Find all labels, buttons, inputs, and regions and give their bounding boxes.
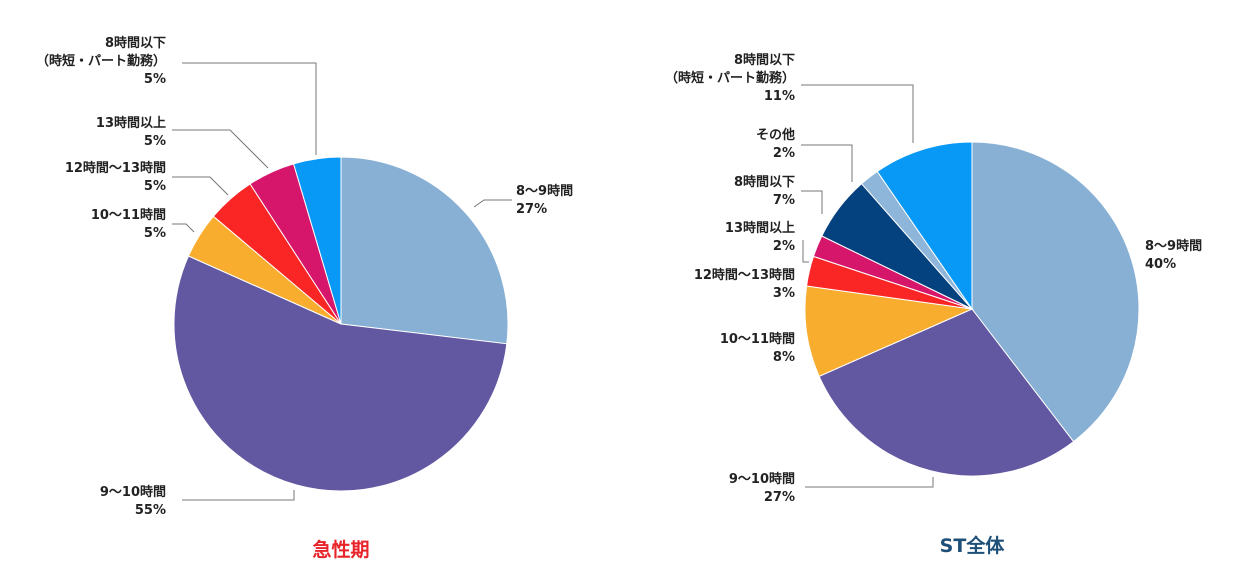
slice-percent: 27% (764, 490, 795, 505)
slice-name: 13時間以上 (725, 220, 795, 236)
slice-label: 9～10時間 55% (100, 484, 166, 518)
slice-label: その他 2% (756, 127, 795, 161)
slice-percent: 7% (773, 193, 795, 208)
slice-label: 10～11時間 5% (91, 207, 166, 241)
slice-name: （時短・パート勤務） (665, 70, 795, 86)
slice-name: その他 (756, 127, 795, 143)
slice-percent: 8% (773, 350, 795, 365)
leader-line (172, 129, 269, 169)
slice-label: 10～11時間 8% (720, 331, 795, 365)
leader-line (172, 223, 195, 233)
leader-line (172, 176, 229, 196)
pie-chart-1: 8～9時間 27%9～10時間 55%10～11時間 5%12時間～13時間 5%13時… (36, 35, 573, 561)
slice-label: 12時間～13時間 3% (694, 267, 795, 301)
pie-slice (971, 141, 1140, 443)
slice-percent: 11% (764, 89, 795, 104)
leader-line (182, 490, 295, 501)
slice-percent: 5% (144, 226, 166, 241)
slice-percent: 2% (773, 146, 795, 161)
leader-line (801, 190, 823, 214)
leader-line (182, 62, 317, 155)
leader-line (801, 84, 914, 143)
leader-line (801, 144, 853, 182)
slice-name: 12時間～13時間 (65, 160, 166, 176)
slice-name: 8～9時間 (516, 183, 573, 199)
slice-percent: 5% (144, 72, 166, 87)
slice-name: （時短・パート勤務） (36, 53, 166, 69)
slice-label: 8時間以下 7% (734, 174, 795, 208)
slice-name: 8時間以下 (105, 35, 166, 51)
slice-label: 9～10時間 27% (729, 471, 795, 505)
slice-percent: 5% (144, 134, 166, 149)
slice-name: 12時間～13時間 (694, 267, 795, 283)
slice-name: 9～10時間 (729, 471, 795, 487)
leader-line (802, 240, 809, 263)
slice-name: 9～10時間 (100, 484, 166, 500)
slice-label: 13時間以上 2% (725, 220, 795, 254)
pie-slice (876, 141, 973, 311)
slice-label: 8時間以下 （時短・パート勤務） 5% (36, 35, 166, 87)
pie-slice (340, 156, 509, 345)
pie-slice (292, 156, 342, 325)
chart-title: ST全体 (940, 534, 1006, 557)
pie-slice (818, 308, 1075, 477)
slice-percent: 2% (773, 239, 795, 254)
chart-title: 急性期 (312, 538, 369, 561)
slice-label: 13時間以上 5% (96, 115, 166, 149)
pie-chart-2: 8～9時間 40% 9～10時間 27% 10～11時間 8% 12時間～13時間 3% 13時… (665, 52, 1202, 557)
pie-slice (804, 285, 974, 377)
slice-name: 8～9時間 (1145, 238, 1202, 254)
leader-line (473, 199, 512, 208)
slice-percent: 27% (516, 202, 547, 217)
slice-label: 12時間～13時間 5% (65, 160, 166, 194)
slice-name: 13時間以上 (96, 115, 166, 131)
leader-line (805, 477, 934, 488)
slice-percent: 55% (135, 503, 166, 518)
slice-name: 10～11時間 (91, 207, 166, 223)
slice-percent: 40% (1145, 257, 1176, 272)
slice-percent: 3% (773, 286, 795, 301)
slice-name: 10～11時間 (720, 331, 795, 347)
pie-slice (173, 255, 508, 492)
slice-percent: 5% (144, 179, 166, 194)
slice-label: 8時間以下 （時短・パート勤務） 11% (665, 52, 795, 104)
slice-label: 8～9時間 27% (516, 183, 573, 217)
slice-name: 8時間以下 (734, 174, 795, 190)
slice-name: 8時間以下 (734, 52, 795, 68)
slice-label: 8～9時間 40% (1145, 238, 1202, 272)
